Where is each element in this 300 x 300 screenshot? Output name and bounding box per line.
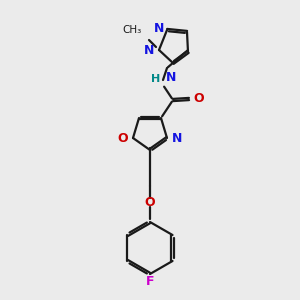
Text: O: O — [145, 196, 155, 209]
Text: O: O — [193, 92, 204, 106]
Text: O: O — [117, 131, 128, 145]
Text: N: N — [154, 22, 164, 34]
Text: F: F — [146, 275, 154, 288]
Text: N: N — [166, 71, 176, 84]
Text: CH₃: CH₃ — [123, 25, 142, 35]
Text: H: H — [151, 74, 160, 84]
Text: N: N — [172, 131, 182, 145]
Text: N: N — [144, 44, 154, 56]
